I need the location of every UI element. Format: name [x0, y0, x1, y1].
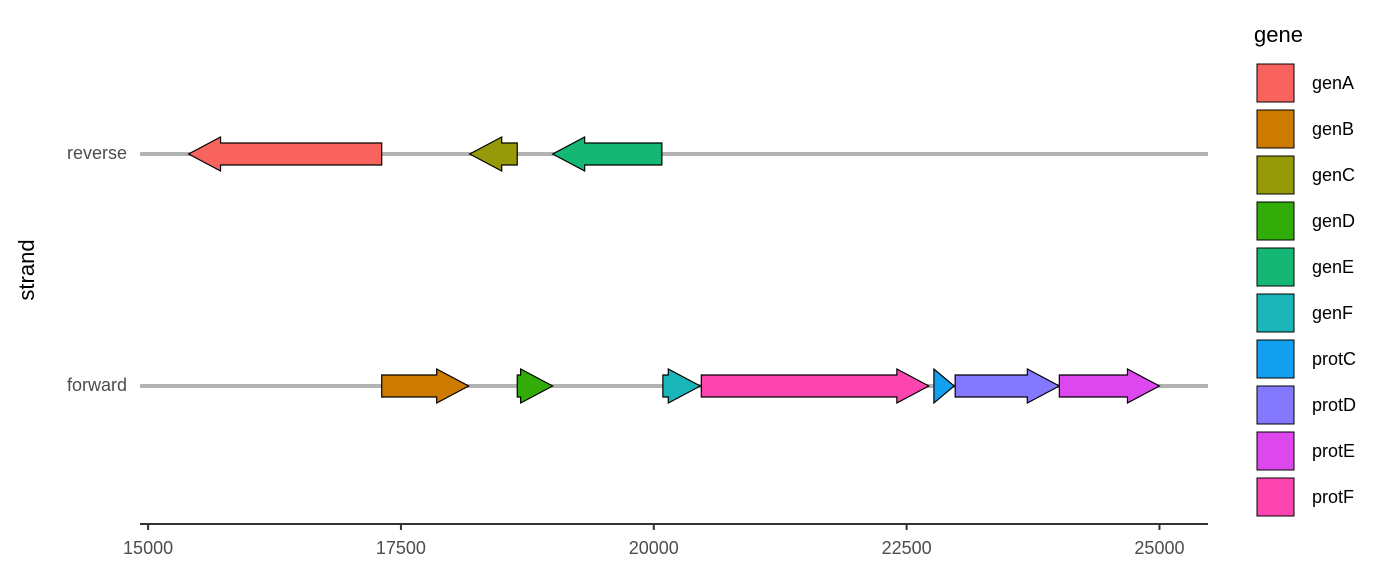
gene-arrow — [516, 368, 554, 404]
legend-key — [1256, 339, 1295, 379]
gene-arrow — [381, 368, 470, 404]
legend-key — [1256, 385, 1295, 425]
x-tick-label: 22500 — [882, 538, 932, 558]
legend-key — [1256, 247, 1295, 287]
gene-arrow — [1058, 368, 1161, 404]
x-tick-label: 17500 — [376, 538, 426, 558]
legend-key — [1256, 293, 1295, 333]
legend-key — [1256, 109, 1295, 149]
gene-arrow — [187, 136, 383, 172]
gene-arrow — [700, 368, 931, 404]
gene-arrow — [551, 136, 663, 172]
x-tick-label: 25000 — [1134, 538, 1184, 558]
legend-label: genE — [1312, 257, 1354, 277]
legend-label: genF — [1312, 303, 1353, 323]
x-tick-label: 15000 — [123, 538, 173, 558]
legend-key — [1256, 155, 1295, 195]
gene-arrow — [933, 367, 956, 405]
y-tick-label: forward — [67, 375, 127, 395]
x-tick-label: 20000 — [629, 538, 679, 558]
legend-label: genA — [1312, 73, 1354, 93]
legend-label: genB — [1312, 119, 1354, 139]
gene-arrow — [468, 136, 518, 172]
legend-label: protD — [1312, 395, 1356, 415]
legend-key — [1256, 63, 1295, 103]
legend-label: genD — [1312, 211, 1355, 231]
legend-key — [1256, 477, 1295, 517]
gene-arrow — [662, 368, 702, 404]
legend-title: gene — [1254, 22, 1303, 47]
legend-label: genC — [1312, 165, 1355, 185]
legend-label: protF — [1312, 487, 1354, 507]
gene-arrow — [954, 368, 1061, 404]
y-tick-label: reverse — [67, 143, 127, 163]
legend-label: protC — [1312, 349, 1356, 369]
legend-label: protE — [1312, 441, 1355, 461]
y-axis-title: strand — [14, 239, 39, 300]
legend-key — [1256, 431, 1295, 471]
legend-key — [1256, 201, 1295, 241]
